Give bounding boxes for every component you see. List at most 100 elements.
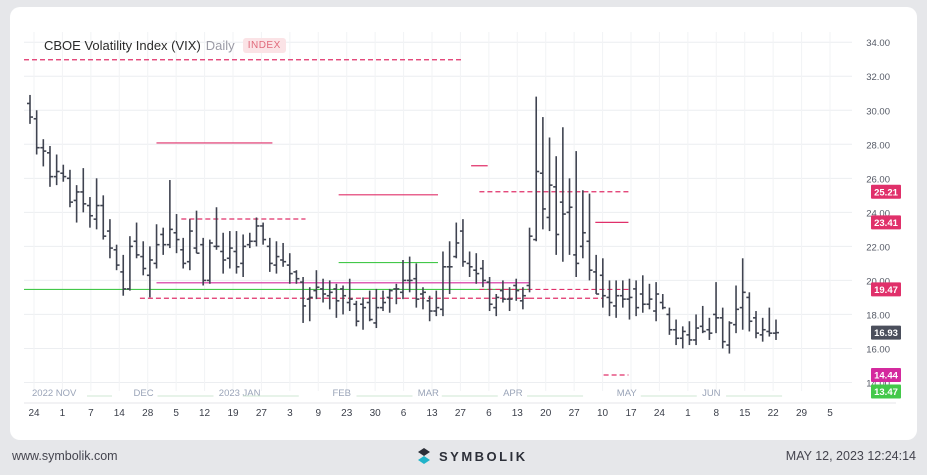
ohlc-bar xyxy=(719,307,726,349)
x-tick-label: 1 xyxy=(60,408,66,419)
x-tick-label: 15 xyxy=(739,408,751,419)
month-label: APR xyxy=(503,388,523,399)
ohlc-bar xyxy=(273,241,280,274)
ohlc-bar xyxy=(606,280,613,317)
ohlc-bar xyxy=(373,288,380,329)
price-label-box xyxy=(871,215,901,230)
y-tick-label: 32.00 xyxy=(866,72,890,83)
x-tick-label: 17 xyxy=(625,408,637,419)
ohlc-bar xyxy=(553,156,560,255)
ohlc-bar xyxy=(53,154,60,186)
price-label-text: 23.41 xyxy=(874,218,898,229)
ohlc-bar xyxy=(293,270,300,284)
price-label-text: 13.47 xyxy=(874,387,898,398)
x-tick-label: 27 xyxy=(569,408,581,419)
y-tick-label: 22.00 xyxy=(866,242,890,253)
ohlc-bar xyxy=(506,287,513,312)
month-label: 2023 JAN xyxy=(219,388,261,399)
ohlc-bar xyxy=(120,254,127,296)
price-label-box xyxy=(871,368,901,383)
symbolik-logo: SYMBOLIK xyxy=(417,447,528,465)
x-tick-label: 30 xyxy=(370,408,382,419)
ohlc-bar xyxy=(240,234,247,278)
price-labels: 25.21 23.41 19.47 16.93 14.44 13.47 xyxy=(871,184,901,399)
chart-title: CBOE Volatility Index (VIX) Daily INDEX xyxy=(44,38,286,53)
ohlc-bar xyxy=(593,254,600,295)
x-tick-label: 12 xyxy=(199,408,211,419)
ohlc-bar xyxy=(526,227,533,293)
price-label-text: 25.21 xyxy=(874,187,898,198)
ohlc-bar xyxy=(353,300,360,327)
y-tick-label: 26.00 xyxy=(866,174,890,185)
x-tick-label: 14 xyxy=(114,408,126,419)
ohlc-bar xyxy=(453,222,460,259)
ohlc-bar xyxy=(633,280,640,317)
ohlc-bar xyxy=(666,307,673,335)
ohlc-bar xyxy=(280,242,287,267)
ohlc-bar xyxy=(186,219,193,271)
x-tick-label: 13 xyxy=(426,408,438,419)
ohlc-bar xyxy=(479,259,486,288)
ohlc-bar xyxy=(86,197,93,228)
ohlc-bar xyxy=(673,319,680,346)
ohlc-bar xyxy=(46,145,53,187)
ohlc-bar xyxy=(40,139,47,167)
ohlc-bar xyxy=(646,283,653,310)
ohlc-bar xyxy=(166,180,173,249)
month-label: MAR xyxy=(418,388,439,399)
ohlc-bar xyxy=(226,231,233,269)
x-tick-label: 29 xyxy=(796,408,808,419)
ohlc-bar xyxy=(300,277,307,323)
ohlc-bar xyxy=(306,287,313,322)
ohlc-bar xyxy=(493,294,500,317)
ohlc-bar xyxy=(66,169,73,208)
ohlc-bar xyxy=(499,280,506,303)
x-tick-label: 6 xyxy=(486,408,492,419)
ohlc-bar xyxy=(193,210,200,254)
ohlc-bar xyxy=(313,270,320,300)
y-tick-label: 16.00 xyxy=(866,344,890,355)
ohlc-bar xyxy=(253,217,260,247)
ohlc-bar xyxy=(233,231,240,274)
y-tick-label: 34.00 xyxy=(866,38,890,49)
ohlc-bar xyxy=(320,278,327,303)
ohlc-bar xyxy=(266,237,273,272)
price-label-box xyxy=(871,384,901,399)
ohlc-bar xyxy=(733,285,740,334)
price-label-box xyxy=(871,282,901,297)
ohlc-bar xyxy=(413,263,420,308)
ohlc-bar xyxy=(200,237,207,286)
ohlc-bar xyxy=(746,292,753,332)
timeframe-label: Daily xyxy=(205,38,235,53)
x-tick-label: 3 xyxy=(287,408,293,419)
ohlc-bar xyxy=(153,224,160,269)
x-tick-label: 8 xyxy=(714,408,720,419)
x-tick-label: 27 xyxy=(455,408,467,419)
price-label-text: 16.93 xyxy=(874,328,898,339)
ohlc-bar xyxy=(33,110,40,155)
ohlc-bar xyxy=(80,168,87,213)
ohlc-bar xyxy=(686,321,693,346)
ohlc-bar xyxy=(73,185,80,223)
ohlc-bar xyxy=(393,283,400,305)
ohlc-bar xyxy=(713,282,720,334)
x-tick-label: 22 xyxy=(768,408,780,419)
x-tick-label: 5 xyxy=(827,408,833,419)
ohlc-bar xyxy=(539,117,546,230)
ohlc-bar xyxy=(706,317,713,340)
logo-text: SYMBOLIK xyxy=(439,448,528,464)
ohlc-bar xyxy=(653,282,660,322)
website-link[interactable]: www.symbolik.com xyxy=(12,449,118,463)
x-tick-label: 20 xyxy=(540,408,552,419)
ohlc-bar xyxy=(180,237,187,269)
ohlc-bar xyxy=(693,314,700,346)
month-label: FEB xyxy=(333,388,351,399)
index-badge: INDEX xyxy=(242,38,286,53)
x-tick-label: 24 xyxy=(28,408,40,419)
ohlc-bar xyxy=(433,290,440,317)
vix-ohlc-chart[interactable]: 34.00 32.00 30.00 28.00 26.00 24.00 22.00 20.00… xyxy=(10,7,917,440)
ohlc-bar xyxy=(513,278,520,301)
ohlc-bar xyxy=(726,321,733,354)
ohlc-bar xyxy=(439,251,446,317)
x-tick-label: 1 xyxy=(685,408,691,419)
